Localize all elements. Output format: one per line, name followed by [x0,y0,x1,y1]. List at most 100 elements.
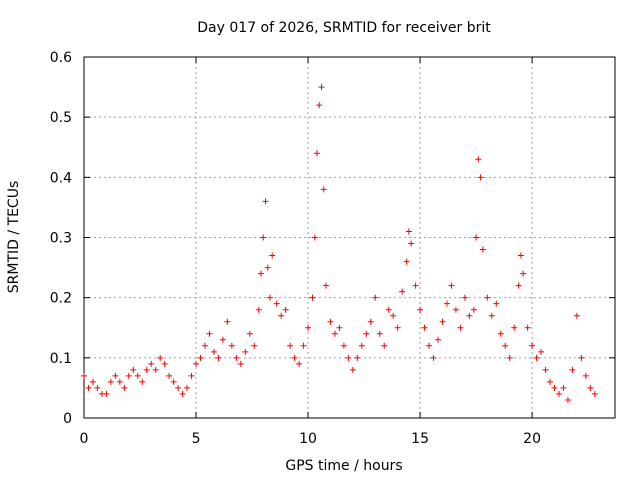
data-point [394,324,401,331]
data-point [529,342,536,349]
data-point [266,294,273,301]
data-point [116,378,123,385]
data-point [318,84,325,91]
y-tick-label: 0.5 [50,110,72,126]
x-tick-label: 10 [299,431,317,447]
data-point [542,366,549,373]
data-point [246,330,253,337]
data-point [320,186,327,193]
data-point [569,366,576,373]
y-axis-label: SRMTID / TECUs [6,181,22,294]
data-point [175,384,182,391]
data-point [358,342,365,349]
data-point [85,384,92,391]
data-point [201,342,208,349]
data-point [470,306,477,313]
data-point [170,378,177,385]
data-point [421,324,428,331]
data-point [224,318,231,325]
data-point [251,342,258,349]
x-tick-label: 5 [192,431,201,447]
y-tick-label: 0.4 [50,170,72,186]
data-point [345,354,352,361]
data-point [506,354,513,361]
y-tick-label: 0 [63,411,72,427]
data-point [206,330,213,337]
data-point [255,306,262,313]
data-point [219,336,226,343]
data-point [331,330,338,337]
data-point [314,150,321,157]
data-point [273,300,280,307]
data-point [327,318,334,325]
data-points [81,84,598,403]
data-point [502,342,509,349]
data-point [139,378,146,385]
data-point [161,360,168,367]
data-point [573,312,580,319]
data-point [430,354,437,361]
data-point [305,324,312,331]
data-point [269,252,276,259]
data-point [461,294,468,301]
data-point [578,354,585,361]
data-point [264,264,271,271]
data-point [493,300,500,307]
data-point [381,342,388,349]
data-point [367,318,374,325]
data-point [287,342,294,349]
data-point [587,384,594,391]
data-point [443,300,450,307]
data-point [296,360,303,367]
data-point [316,102,323,109]
y-tick-label: 0.2 [50,291,72,307]
data-point [452,306,459,313]
data-point [515,282,522,289]
data-point [340,342,347,349]
data-point [349,366,356,373]
data-point [484,294,491,301]
data-point [372,294,379,301]
data-point [533,354,540,361]
data-point [242,348,249,355]
x-tick-label: 15 [411,431,429,447]
data-point [564,396,571,403]
data-point [237,360,244,367]
data-point [112,372,119,379]
data-point [282,306,289,313]
y-tick-label: 0.1 [50,351,72,367]
x-axis-label: GPS time / hours [285,458,402,474]
data-point [311,234,318,241]
data-point [390,312,397,319]
y-tick-label: 0.3 [50,231,72,247]
x-tick-label: 0 [80,431,89,447]
data-point [466,312,473,319]
data-point [511,324,518,331]
data-point [517,252,524,259]
data-point [417,306,424,313]
data-point [188,372,195,379]
data-point [435,336,441,343]
data-point [233,354,240,361]
data-point [193,360,200,367]
data-point [197,354,204,361]
data-point [148,360,155,367]
data-point [408,240,415,247]
data-point [473,234,480,241]
data-point [81,372,87,379]
y-tick-label: 0.6 [50,50,72,66]
data-point [426,342,433,349]
data-point [125,372,132,379]
data-point [152,366,159,373]
data-point [412,282,419,289]
data-point [488,312,495,319]
data-point [405,228,412,235]
data-point [134,372,141,379]
data-point [157,354,164,361]
data-point [555,390,562,397]
data-point [477,174,484,181]
data-point [560,384,567,391]
data-point [300,342,307,349]
data-point [184,384,191,391]
